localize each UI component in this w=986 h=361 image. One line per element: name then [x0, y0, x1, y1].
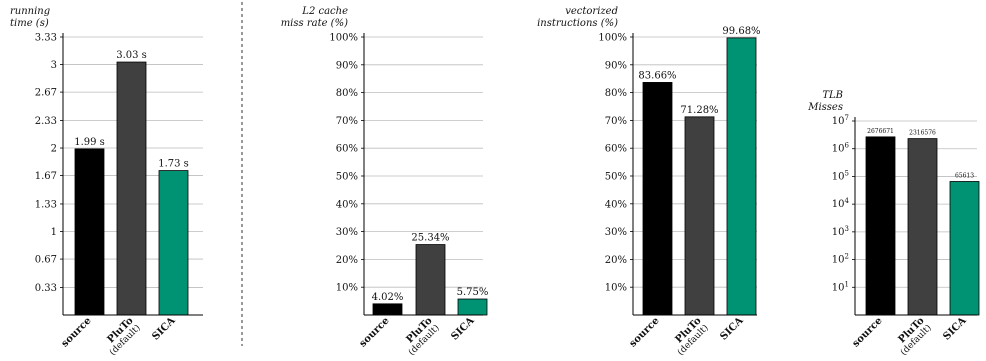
y-tick-label: 1.33 [35, 199, 57, 210]
data-label: 1.99 s [74, 137, 105, 148]
y-tick-label: 30% [336, 227, 358, 238]
y-tick-label: 80% [336, 88, 358, 99]
y-tick-label: 3 [51, 60, 57, 71]
data-label: 99.68% [722, 26, 760, 37]
y-tick-label: 60% [605, 144, 627, 155]
bar [415, 244, 446, 316]
y-tick-label: 70% [336, 116, 358, 127]
bar [74, 148, 105, 316]
y-tick-label: 1.67 [35, 171, 57, 182]
y-axis-label: instructions (%) [537, 18, 618, 29]
y-axis-label: running [10, 6, 50, 17]
data-label: 1.73 s [158, 159, 189, 170]
y-tick-label: 103 [832, 225, 849, 238]
y-tick-label: 1 [51, 227, 57, 238]
y-tick-label: 20% [605, 255, 627, 266]
y-tick-label: 30% [605, 227, 627, 238]
y-tick-label: 90% [336, 60, 358, 71]
bar [726, 37, 757, 316]
y-axis-label: TLB [822, 90, 843, 101]
data-label: 4.02% [372, 292, 404, 303]
y-axis-label: vectorized [565, 6, 618, 17]
x-tick-label: SICA [449, 315, 476, 342]
data-label: 2316576 [909, 130, 936, 137]
y-tick-label: 70% [605, 116, 627, 127]
bar [158, 170, 189, 316]
x-tick-label: source [59, 315, 93, 349]
y-axis-label: miss rate (%) [281, 18, 348, 29]
y-tick-label: 10% [605, 283, 627, 294]
x-tick-label: SICA [941, 315, 968, 342]
data-label: 2676671 [867, 128, 894, 135]
y-tick-label: 40% [605, 199, 627, 210]
y-axis-label: Misses [807, 102, 843, 113]
y-tick-label: 2.33 [35, 116, 57, 127]
bar [684, 116, 715, 316]
x-tick-label: SICA [718, 315, 745, 342]
y-tick-label: 20% [336, 255, 358, 266]
y-tick-label: 50% [336, 172, 358, 183]
data-label: 3.03 s [116, 50, 147, 61]
x-tick-label: source [357, 315, 391, 349]
y-tick-label: 2.67 [35, 88, 57, 99]
y-tick-label: 100% [329, 33, 358, 44]
y-tick-label: 60% [336, 144, 358, 155]
y-tick-label: 10% [336, 283, 358, 294]
y-tick-label: 101 [832, 280, 849, 293]
bar [949, 181, 980, 316]
bar [642, 82, 673, 316]
y-tick-label: 0.33 [35, 283, 57, 294]
y-tick-label: 107 [832, 114, 849, 127]
data-label: 71.28% [680, 105, 718, 116]
y-tick-label: 50% [605, 172, 627, 183]
bar [372, 303, 403, 316]
y-tick-label: 105 [832, 169, 849, 182]
bar [457, 298, 488, 316]
x-tick-label: source [850, 315, 884, 349]
y-tick-label: 40% [336, 199, 358, 210]
x-tick-label: SICA [150, 315, 177, 342]
y-tick-label: 90% [605, 60, 627, 71]
bar [865, 136, 896, 316]
y-tick-label: 0.67 [35, 255, 57, 266]
data-label: 83.66% [638, 70, 676, 81]
y-tick-label: 104 [832, 197, 850, 210]
y-tick-label: 106 [832, 142, 850, 155]
bar [116, 61, 147, 316]
y-tick-label: 2 [51, 144, 57, 155]
x-tick-label: source [627, 315, 661, 349]
y-tick-label: 102 [832, 253, 849, 266]
y-tick-label: 100% [598, 33, 627, 44]
y-axis-label: L2 cache [301, 6, 348, 17]
y-tick-label: 3.33 [35, 33, 57, 44]
data-label: 65613 [955, 173, 974, 180]
bar [907, 138, 938, 316]
y-tick-label: 80% [605, 88, 627, 99]
data-label: 25.34% [411, 233, 449, 244]
y-axis-label: time (s) [10, 18, 49, 29]
data-label: 5.75% [457, 287, 489, 298]
